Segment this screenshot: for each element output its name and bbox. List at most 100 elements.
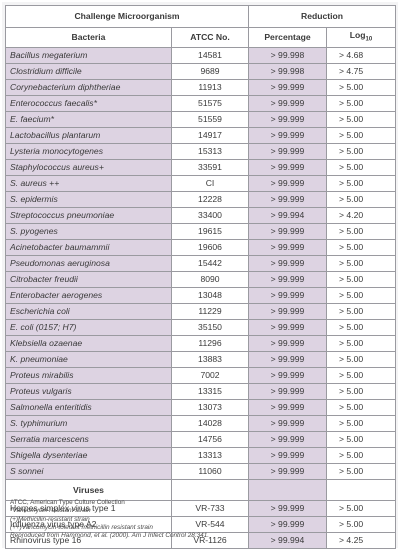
header-percentage: Percentage [248,27,327,48]
bacteria-row: S. epidermis 12228 > 99.999 > 5.00 [5,191,397,208]
footnote-vancomycin: *Vancomycin-resistant strain [10,507,91,515]
header-log10: Log10 [325,27,397,48]
reduction-percentage: > 99.998 [248,63,327,80]
reduction-log10: > 5.00 [325,175,397,192]
viruses-header: Viruses [5,479,172,501]
header-log-subscript: 10 [365,36,373,43]
reduction-percentage: > 99.999 [248,319,327,336]
bacteria-row: Clostridium difficile 9689 > 99.998 > 4.75 [5,63,397,80]
bacteria-row: K. pneumoniae 13883 > 99.999 > 5.00 [5,351,397,368]
header-column-row: Bacteria ATCC No. Percentage Log10 [5,27,397,48]
bacteria-name: Lysteria monocytogenes [5,143,172,160]
reduction-log10: > 5.00 [325,367,397,384]
footnotes: ATCC, American Type Culture Collection *… [10,499,209,540]
reduction-log10: > 5.00 [325,239,397,256]
bacteria-row: Staphylococcus aureus+ 33591 > 99.999 > 5.0… [5,159,397,176]
reduction-log10: > 5.00 [325,191,397,208]
reduction-percentage: > 99.999 [248,223,327,240]
viruses-header-atcc-empty [171,479,249,501]
bacteria-name: S. pyogenes [5,223,172,240]
bacteria-name: S. aureus ++ [5,175,172,192]
reduction-table: Challenge Microorganism Reduction Bacter… [5,5,397,549]
atcc-number: 14917 [171,127,249,144]
virus-name: Rhinovirus type 16 [5,532,172,549]
reduction-log10: > 5.00 [325,127,397,144]
bacteria-row: S. aureus ++ CI > 99.999 > 5.00 [5,175,397,192]
reduction-percentage: > 99.999 [248,143,327,160]
atcc-number: 15313 [171,143,249,160]
reduction-log10: > 5.00 [325,319,397,336]
reduction-log10: > 5.00 [325,159,397,176]
reduction-log10: > 5.00 [325,271,397,288]
atcc-number: VR-733 [171,500,249,517]
atcc-number: 14756 [171,431,249,448]
header-reduction: Reduction [247,5,397,28]
bacteria-row: E. faecium* 51559 > 99.999 > 5.00 [5,111,397,128]
reduction-log10: > 5.00 [325,351,397,368]
atcc-number: 12228 [171,191,249,208]
header-log-base: Log [349,29,366,40]
viruses-header-pct-empty [248,479,327,501]
reduction-log10: > 5.00 [325,143,397,160]
reduction-percentage: > 99.999 [248,79,327,96]
atcc-number: 11229 [171,303,249,320]
bacteria-row: Lysteria monocytogenes 15313 > 99.999 > 5.0… [5,143,397,160]
virus-row: Influenza virus type A2 VR-544 > 99.999 > 5… [5,516,397,533]
footnote-methicillin: (+)Methicillin-resistant strain [10,515,90,523]
atcc-number: 13073 [171,399,249,416]
reduction-percentage: > 99.999 [248,159,327,176]
atcc-number: 51559 [171,111,249,128]
reduction-log10: > 5.00 [325,79,397,96]
bacteria-row: Shigella dysenteriae 13313 > 99.999 > 5.00 [5,447,397,464]
bacteria-name: Escherichia coli [5,303,172,320]
bacteria-row: Salmonella enteritidis 13073 > 99.999 > 5.0… [5,399,397,416]
atcc-number: 19606 [171,239,249,256]
bacteria-row: Enterococcus faecalis* 51575 > 99.999 > 5.0… [5,95,397,112]
atcc-number: 11296 [171,335,249,352]
virus-rows: Herpes simplex virus type 1 VR-733 > 99.99… [5,500,397,549]
bacteria-name: Shigella dysenteriae [5,447,172,464]
viruses-header-log-empty [325,479,397,501]
footnote-source: Reproduced from Hammond, et al. (2000). … [10,532,210,540]
footnote-atcc: ATCC, American Type Culture Collection [10,499,125,506]
bacteria-body: Bacillus megaterium 14581 > 99.998 > 4.68 Cl… [5,47,397,480]
bacteria-name: Enterobacter aerogenes [5,287,172,304]
reduction-percentage: > 99.999 [248,127,327,144]
reduction-percentage: > 99.999 [248,351,327,368]
bacteria-row: Streptococcus pneumoniae 33400 > 99.994 > 4… [5,207,397,224]
atcc-number: 35150 [171,319,249,336]
reduction-percentage: > 99.994 [248,532,327,549]
bacteria-name: Klebsiella ozaenae [5,335,172,352]
bacteria-name: Serratia marcescens [5,431,172,448]
reduction-percentage: > 99.999 [248,175,327,192]
bacteria-name: Pseudomonas aeruginosa [5,255,172,272]
reduction-percentage: > 99.999 [248,383,327,400]
atcc-number: CI [171,175,249,192]
bacteria-row: Citrobacter freudii 8090 > 99.999 > 5.00 [5,271,397,288]
atcc-number: VR-544 [171,516,249,533]
reduction-log10: > 4.20 [325,207,397,224]
reduction-percentage: > 99.999 [248,447,327,464]
reduction-log10: > 5.00 [325,335,397,352]
bacteria-name: S. epidermis [5,191,172,208]
virus-row: Rhinovirus type 16 VR-1126 > 99.994 > 4.25 [5,532,397,549]
atcc-number: 11060 [171,463,249,480]
atcc-number: 19615 [171,223,249,240]
bacteria-name: Acinetobacter baumammii [5,239,172,256]
reduction-percentage: > 99.994 [248,207,327,224]
atcc-number: 15442 [171,255,249,272]
atcc-number: 13313 [171,447,249,464]
bacteria-name: S sonnei [5,463,172,480]
bacteria-row: S. pyogenes 19615 > 99.999 > 5.00 [5,223,397,240]
reduction-log10: > 5.00 [325,516,397,533]
bacteria-name: Corynebacterium diphtheriae [5,79,172,96]
bacteria-name: Streptococcus pneumoniae [5,207,172,224]
reduction-percentage: > 99.999 [248,271,327,288]
bacteria-name: Proteus vulgaris [5,383,172,400]
atcc-number: 14581 [171,47,249,64]
bacteria-name: K. pneumoniae [5,351,172,368]
reduction-log10: > 5.00 [325,399,397,416]
atcc-number: 7002 [171,367,249,384]
bacteria-name: Clostridium difficile [5,63,172,80]
